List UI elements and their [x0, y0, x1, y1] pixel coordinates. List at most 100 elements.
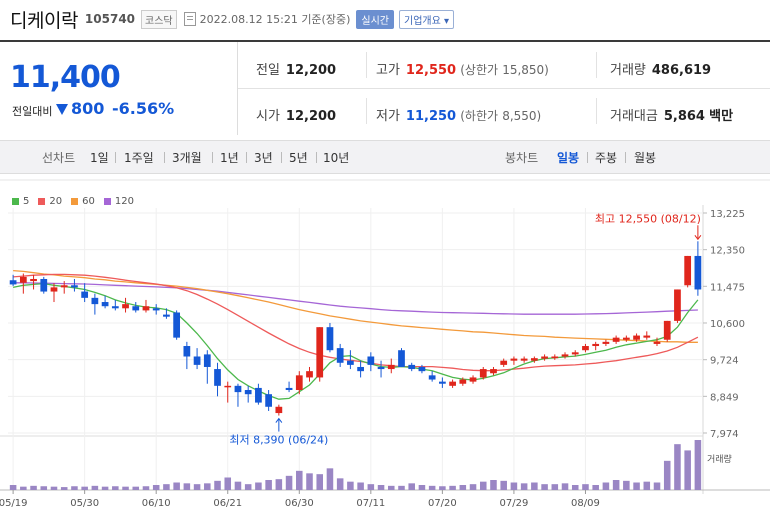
volume-bar [663, 460, 671, 490]
document-icon [183, 12, 196, 26]
candle-body [530, 358, 538, 361]
open-label: 시가 [256, 109, 280, 124]
volume-bar [653, 482, 661, 490]
candle-body [30, 278, 37, 282]
divider [596, 52, 597, 78]
volume-bar [244, 484, 252, 490]
candle-body [459, 379, 467, 384]
divider [366, 52, 367, 78]
candle-daily[interactable]: 일봉 [557, 151, 580, 165]
period-3y[interactable]: 3년 [254, 151, 273, 165]
volume-bar [30, 485, 37, 490]
volume-bar [367, 484, 375, 490]
candle-body [60, 285, 68, 288]
volume-bar [296, 470, 303, 490]
volume-bar [40, 486, 48, 490]
volume-bar [633, 482, 640, 490]
amount-unit: 백만 [709, 109, 734, 124]
stock-code: 105740 [84, 12, 136, 26]
volume-bar [623, 480, 630, 490]
volume-bar [357, 482, 364, 490]
candle-body [111, 306, 119, 309]
divider [212, 152, 213, 163]
period-1w[interactable]: 1주일 [124, 151, 154, 165]
candle-body [244, 390, 252, 395]
candle-body [479, 369, 487, 378]
stock-header: 디케이락 105740 코스닥 2022.08.12 15:21 기준(장중) … [10, 5, 760, 33]
x-tick-label: 07/11 [356, 498, 385, 509]
candle-body [520, 358, 528, 361]
candle-body [122, 304, 129, 309]
legend-swatch [12, 197, 19, 205]
volume-bar [224, 477, 232, 490]
open-cell: 시가 12,200 [256, 105, 336, 124]
candle-body [234, 385, 242, 393]
x-tick-label: 07/29 [500, 498, 529, 509]
candle-body [265, 394, 272, 407]
volume-bar [234, 481, 242, 490]
volume-bar [510, 482, 518, 490]
volume-bar [20, 486, 27, 490]
candle-body [71, 285, 78, 288]
lower-limit-value: 8,550) [502, 109, 542, 123]
volume-bar [81, 486, 88, 490]
candle-monthly[interactable]: 월봉 [634, 151, 657, 165]
low-arrow-head [275, 417, 283, 423]
high-annotation: 최고 12,550 (08/12) [595, 212, 701, 225]
volume-bar [408, 483, 415, 490]
volume-bar [398, 485, 405, 490]
current-price: 11,400 [10, 60, 121, 95]
volume-cell: 거래량 486,619 [610, 59, 711, 78]
divider [366, 98, 367, 124]
legend-label: 20 [49, 196, 63, 207]
volume-bar [347, 481, 354, 490]
change-label: 전일대비 [12, 105, 53, 118]
divider [587, 152, 588, 163]
candle-chart-label: 봉차트 [505, 151, 539, 165]
period-10y[interactable]: 10년 [323, 151, 350, 165]
divider [164, 152, 165, 163]
high-value: 12,550 [405, 63, 457, 78]
candle-body [490, 369, 497, 374]
realtime-button[interactable]: 실시간 [356, 9, 394, 29]
candle-body [285, 387, 293, 391]
volume-bar [592, 485, 599, 490]
x-tick-label: 06/30 [285, 498, 314, 509]
period-1d[interactable]: 1일 [90, 151, 109, 165]
open-value: 12,200 [285, 109, 337, 124]
volume-bar [326, 468, 334, 490]
company-overview-dropdown[interactable]: 기업개요 ▾ [399, 9, 454, 29]
candle-body [469, 377, 477, 382]
lower-limit-label: (하한가 [460, 109, 499, 123]
candle-body [347, 360, 354, 365]
candle-weekly[interactable]: 주봉 [595, 151, 618, 165]
stats-row: 시가 12,200 저가 11,250 (하한가 8,550) 거래대금 5,864 … [238, 88, 770, 134]
volume-bar [561, 483, 569, 490]
divider [625, 152, 626, 163]
candle-body [541, 356, 548, 359]
y-tick-label: 8,849 [710, 392, 739, 403]
candle-body [571, 352, 579, 355]
volume-bar [531, 482, 538, 490]
volume-bar [142, 486, 150, 490]
low-annotation: 최저 8,390 (06/24) [229, 434, 328, 447]
volume-bar [459, 485, 467, 490]
period-1y[interactable]: 1년 [220, 151, 239, 165]
y-tick-label: 10,600 [710, 319, 745, 330]
low-value: 11,250 [405, 109, 457, 124]
candle-body [336, 348, 344, 363]
legend-label: 60 [82, 196, 95, 207]
period-3m[interactable]: 3개월 [172, 151, 202, 165]
volume-bar [316, 474, 323, 490]
candle-body [50, 287, 58, 292]
header-divider [0, 40, 770, 42]
legend-item: 120 [103, 196, 134, 207]
period-5y[interactable]: 5년 [289, 151, 308, 165]
legend-swatch [103, 197, 111, 205]
candle-body [203, 354, 211, 367]
candle-body [183, 346, 191, 357]
low-label: 저가 [376, 109, 400, 124]
candle-body [500, 360, 508, 365]
volume-bar [500, 480, 507, 490]
candle-body [173, 312, 181, 338]
